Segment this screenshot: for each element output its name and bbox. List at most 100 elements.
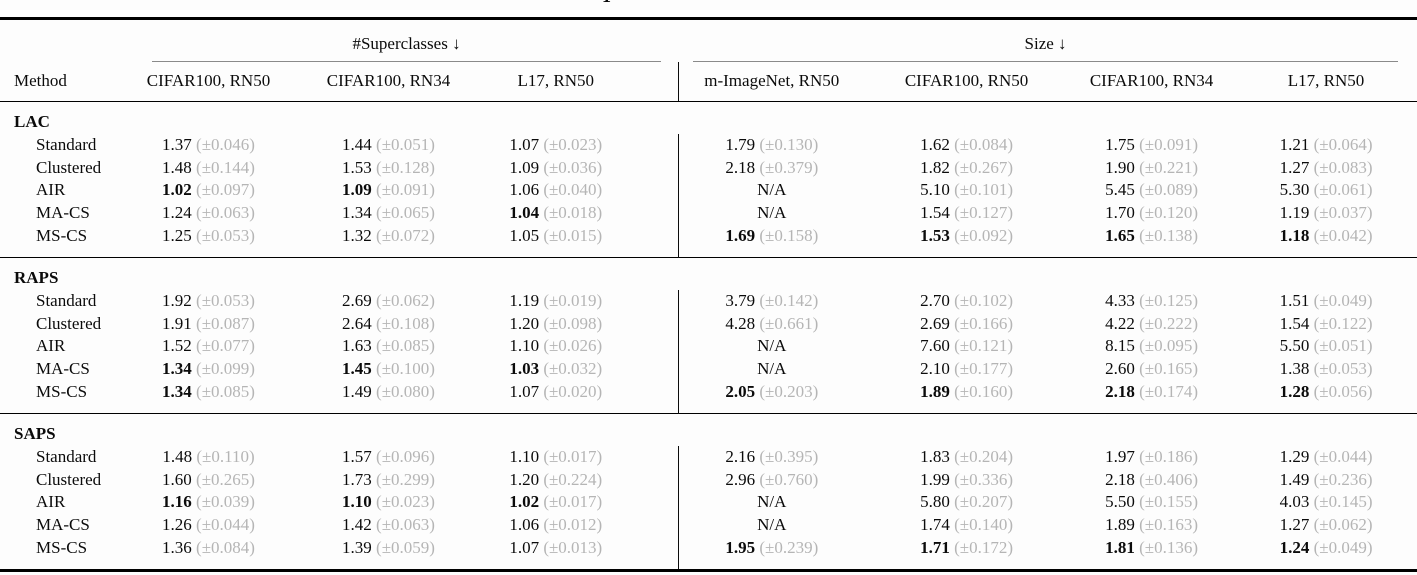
value-cell: 2.18 (±0.174) [1068,380,1253,413]
value-text: 2.18 [725,157,756,177]
section-saps: SAPS Standard 1.48 (±0.110) 1.57 (±0.096) 1.… [0,413,1417,571]
value-cell: 1.54 (±0.122) [1253,313,1417,336]
value-cell: 1.81 (±0.136) [1068,536,1253,570]
value-text: 4.03 [1279,492,1310,512]
value-cell: 3.79 (±0.142) [677,289,884,313]
value-cell: 1.25 (±0.053) [130,224,305,257]
value-cell: 1.06 (±0.040) [490,179,678,202]
value-text: 1.32 [342,225,372,245]
value-cell: 1.63 (±0.085) [305,335,490,358]
value-text: 2.96 [725,469,756,489]
pm-std-text: (±0.108) [376,313,435,333]
pm-std-text: (±0.023) [376,492,435,512]
value-cell: 2.10 (±0.177) [883,358,1068,381]
value-text: 1.62 [920,135,950,155]
pm-std-text: (±0.299) [376,469,435,489]
pm-std-text: (±0.166) [954,313,1013,333]
results-table: #Superclasses ↓ Size ↓ Method CIFAR100, … [0,17,1417,572]
table-row: MS-CS 1.25 (±0.053) 1.32 (±0.072) 1.05 (±0.… [0,224,1417,258]
value-text: 1.52 [162,336,192,356]
pm-std-text: (±0.063) [376,515,435,535]
value-text: 1.38 [1279,359,1310,379]
value-text: 1.27 [1279,157,1310,177]
value-cell: 1.70 (±0.120) [1068,202,1253,225]
value-cell: 1.92 (±0.053) [130,290,305,313]
pm-std-text: (±0.160) [954,381,1013,401]
value-text: N/A [757,492,787,512]
pm-std-text: (±0.144) [196,157,255,177]
value-cell: 2.16 (±0.395) [677,445,884,469]
method-cell: Standard [36,291,97,311]
value-cell: 1.36 (±0.084) [130,536,305,570]
value-cell: 1.20 (±0.224) [490,469,678,492]
value-cell: 1.10 (±0.023) [305,491,490,514]
pm-std-text: (±0.142) [759,291,819,311]
value-cell: 5.10 (±0.101) [883,179,1068,202]
value-text: 1.21 [1279,135,1310,155]
value-text: 1.99 [920,469,950,489]
value-text: 1.27 [1279,515,1310,535]
value-text: 1.71 [920,537,950,557]
value-text: 1.07 [509,135,540,155]
value-cell: 1.99 (±0.336) [883,469,1068,492]
value-cell: 1.83 (±0.204) [883,446,1068,469]
value-text: N/A [757,359,787,379]
pm-std-text: (±0.087) [196,313,255,333]
group-header-superclasses-label: #Superclasses ↓ [352,34,461,53]
pm-std-text: (±0.049) [1313,291,1373,311]
value-cell: 1.24 (±0.049) [1253,536,1417,570]
value-text: 1.16 [162,492,192,512]
value-text: 2.64 [342,313,372,333]
value-text: 1.92 [162,291,192,311]
pm-std-text: (±0.379) [759,157,819,177]
value-text: 1.03 [509,359,540,379]
value-cell: 4.28 (±0.661) [677,312,884,336]
value-text: 1.36 [162,537,192,557]
pm-std-text: (±0.661) [759,313,819,333]
value-text: 1.91 [162,313,192,333]
group-header-size-cell: Size ↓ [678,19,1417,62]
value-cell: 1.91 (±0.087) [130,313,305,336]
group-header-size-label: Size ↓ [1024,34,1067,53]
pm-std-text: (±0.037) [1313,203,1373,223]
value-text: 1.48 [162,157,192,177]
pm-std-text: (±0.080) [376,381,435,401]
caption-fragment-glyph: 1 [602,0,618,5]
na-cell: N/A [677,491,884,514]
pm-std-text: (±0.039) [196,492,255,512]
value-cell: 8.15 (±0.095) [1068,335,1253,358]
value-cell: 1.05 (±0.015) [490,224,678,257]
section-lac: LAC Standard 1.37 (±0.046) 1.44 (±0.051) 1.0… [0,101,1417,258]
value-text: 4.22 [1105,313,1135,333]
value-cell: 1.51 (±0.049) [1253,290,1417,313]
method-cell: Clustered [36,313,102,333]
value-cell: 5.50 (±0.155) [1068,491,1253,514]
value-cell: 1.20 (±0.098) [490,313,678,336]
value-text: 5.30 [1279,180,1310,200]
value-text: 1.29 [1279,447,1310,467]
value-text: 5.80 [920,492,950,512]
value-cell: 1.27 (±0.083) [1253,157,1417,180]
value-text: 2.16 [725,447,756,467]
pm-std-text: (±0.049) [1313,537,1373,557]
pm-std-text: (±0.083) [1313,157,1373,177]
table-row: MS-CS 1.36 (±0.084) 1.39 (±0.059) 1.07 (±0.… [0,536,1417,571]
pm-std-text: (±0.130) [759,135,819,155]
pm-std-text: (±0.084) [196,537,255,557]
pm-std-text: (±0.207) [954,492,1013,512]
pm-std-text: (±0.140) [954,515,1013,535]
pm-std-text: (±0.061) [1313,180,1373,200]
value-text: 1.45 [342,359,372,379]
pm-std-text: (±0.267) [954,157,1013,177]
pm-std-text: (±0.013) [543,537,603,557]
pm-std-text: (±0.023) [543,135,603,155]
value-text: 1.83 [920,447,950,467]
value-text: 5.50 [1279,336,1310,356]
value-text: 4.28 [725,313,756,333]
value-text: 3.79 [725,291,756,311]
group-header-superclasses-cell: #Superclasses ↓ [130,19,678,62]
value-text: 1.95 [725,537,756,557]
method-cell: AIR [36,492,66,512]
pm-std-text: (±0.102) [954,291,1013,311]
value-cell: 1.32 (±0.072) [305,224,490,257]
